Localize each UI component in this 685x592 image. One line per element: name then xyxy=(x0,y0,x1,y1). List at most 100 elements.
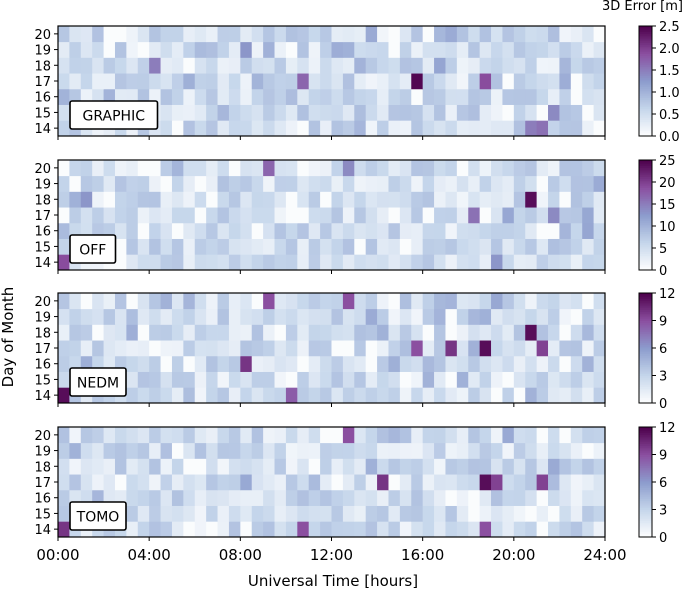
heatmap-cell xyxy=(491,324,503,341)
heatmap-cell xyxy=(502,175,515,192)
heatmap-cell xyxy=(570,442,583,459)
heatmap-cell xyxy=(365,521,378,538)
heatmap-cell xyxy=(194,104,207,121)
heatmap-cell xyxy=(479,238,492,255)
heatmap-cell xyxy=(285,521,298,538)
colorbar-segment xyxy=(639,93,652,97)
heatmap-cell xyxy=(171,41,184,58)
heatmap-cell xyxy=(137,474,150,491)
heatmap-cell xyxy=(559,505,572,522)
colorbar-segment xyxy=(639,469,652,472)
heatmap-cell xyxy=(171,521,184,538)
heatmap-cell xyxy=(194,293,207,310)
heatmap-cell xyxy=(525,191,538,208)
heatmap-cell xyxy=(491,104,503,121)
heatmap-cell xyxy=(331,458,344,475)
heatmap-cell xyxy=(126,57,139,74)
heatmap-cell xyxy=(297,26,310,43)
heatmap-cell xyxy=(536,387,549,404)
heatmap-cell xyxy=(593,57,606,74)
heatmap-cell xyxy=(445,324,458,341)
heatmap-cell xyxy=(445,355,458,372)
heatmap-cell xyxy=(377,120,389,137)
heatmap-cell xyxy=(491,207,503,224)
colorbar-tick-label: 12 xyxy=(659,421,676,436)
heatmap-cell xyxy=(491,41,503,58)
heatmap-cell xyxy=(228,57,241,74)
heatmap-cell xyxy=(149,57,161,74)
heatmap-cell xyxy=(479,505,492,522)
heatmap-cell xyxy=(80,88,93,105)
heatmap-cell xyxy=(308,26,321,43)
heatmap-cell xyxy=(69,442,82,459)
heatmap-cell xyxy=(240,120,253,137)
heatmap-cell xyxy=(251,238,264,255)
heatmap-cell xyxy=(513,293,526,310)
heatmap-cell xyxy=(149,521,161,538)
heatmap-cell xyxy=(434,324,446,341)
heatmap-cell xyxy=(593,340,606,357)
heatmap-cell xyxy=(183,191,196,208)
heatmap-cell xyxy=(126,254,139,271)
colorbar-segment xyxy=(639,375,652,378)
heatmap-cell xyxy=(263,427,275,444)
heatmap-cell xyxy=(354,387,367,404)
heatmap-cell xyxy=(548,505,560,522)
heatmap-cell xyxy=(228,340,241,357)
heatmap-cell xyxy=(69,73,82,90)
heatmap-cell xyxy=(513,26,526,43)
heatmap-cell xyxy=(217,293,230,310)
heatmap-cell xyxy=(126,340,139,357)
heatmap-cell xyxy=(354,104,367,121)
heatmap-cell xyxy=(559,73,572,90)
heatmap-cell xyxy=(377,458,389,475)
heatmap-cell xyxy=(194,175,207,192)
heatmap-cell xyxy=(422,238,435,255)
heatmap-cell xyxy=(126,41,139,58)
colorbar-segment xyxy=(639,465,652,468)
heatmap-cell xyxy=(456,427,469,444)
heatmap-cell xyxy=(171,442,184,459)
heatmap-cell xyxy=(58,324,70,341)
heatmap-cell xyxy=(103,207,116,224)
heatmap-cell xyxy=(114,474,127,491)
heatmap-cell xyxy=(171,505,184,522)
heatmap-cell xyxy=(445,340,458,357)
heatmap-cell xyxy=(399,254,412,271)
heatmap-cell xyxy=(274,57,287,74)
heatmap-cell xyxy=(342,73,355,90)
heatmap-cell xyxy=(285,88,298,105)
colorbar-segment xyxy=(639,46,652,49)
colorbar-tick-label: 2.0 xyxy=(659,42,680,57)
colorbar-segment xyxy=(639,183,652,187)
heatmap-cell xyxy=(69,88,82,105)
heatmap-cell xyxy=(308,293,321,310)
y-tick-label: 16 xyxy=(34,358,51,373)
heatmap-cell xyxy=(411,160,424,177)
heatmap-cell xyxy=(559,371,572,388)
heatmap-cell xyxy=(399,73,412,90)
heatmap-cell xyxy=(217,355,230,372)
heatmap-cell xyxy=(160,238,173,255)
heatmap-cell xyxy=(582,120,595,137)
heatmap-cell xyxy=(206,254,218,271)
heatmap-cell xyxy=(114,238,127,255)
heatmap-cell xyxy=(525,26,538,43)
heatmap-cell xyxy=(160,73,173,90)
heatmap-cell xyxy=(513,175,526,192)
heatmap-cell xyxy=(513,308,526,325)
heatmap-cell xyxy=(548,222,560,239)
heatmap-cell xyxy=(58,387,70,404)
heatmap-cell xyxy=(422,88,435,105)
heatmap-cell xyxy=(354,474,367,491)
colorbar-segment xyxy=(639,315,652,318)
heatmap-cell xyxy=(285,427,298,444)
heatmap-cell xyxy=(58,505,70,522)
heatmap-cell xyxy=(171,26,184,43)
colorbar-segment xyxy=(639,130,652,133)
heatmap-cell xyxy=(456,355,469,372)
heatmap-cell xyxy=(456,88,469,105)
heatmap-cell xyxy=(582,308,595,325)
heatmap-cell xyxy=(183,73,196,90)
colorbar-segment xyxy=(639,167,652,170)
